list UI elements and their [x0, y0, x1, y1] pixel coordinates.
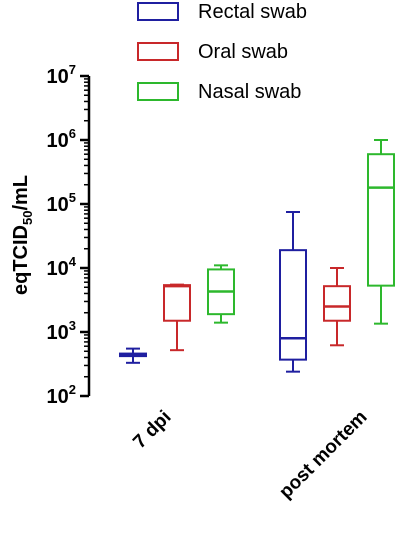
box-iqr: [163, 284, 191, 322]
rectal-swab-box: [279, 210, 307, 373]
legend-swatch: [137, 82, 179, 101]
legend-item: Rectal swab: [137, 1, 307, 23]
y-axis-label: eqTCID50/mL: [10, 175, 35, 295]
box-iqr: [367, 153, 395, 287]
legend-swatch: [137, 42, 179, 61]
box-iqr: [323, 285, 351, 322]
y-tick-label: 105: [47, 190, 76, 216]
oral-swab-box: [163, 283, 191, 352]
legend: Rectal swab Oral swab Nasal swab: [137, 1, 307, 103]
y-tick-label: 103: [47, 318, 76, 344]
legend-item: Nasal swab: [137, 81, 301, 103]
box-iqr: [279, 249, 307, 361]
nasal-swab-box: [207, 264, 235, 324]
x-category-label: post mortem: [275, 407, 371, 503]
x-axis: 7 dpi post mortem: [129, 407, 371, 503]
legend-item: Oral swab: [137, 41, 288, 63]
nasal-swab-box: [367, 139, 395, 325]
y-tick-label: 106: [47, 126, 76, 152]
legend-label: Oral swab: [198, 41, 288, 63]
y-axis-label-tail: /mL: [10, 175, 32, 211]
legend-swatch: [137, 2, 179, 21]
y-tick-label: 104: [47, 254, 77, 280]
legend-label: Rectal swab: [198, 1, 307, 23]
y-tick-label: 107: [47, 62, 76, 88]
y-axis-label-subscript: 50: [20, 211, 35, 225]
legend-label: Nasal swab: [198, 81, 301, 103]
rectal-swab-box: [119, 347, 147, 364]
y-axis-label-main: eqTCID: [10, 225, 32, 295]
x-category-label: 7 dpi: [129, 407, 175, 453]
y-axis: 102 103 104 105 106 107: [47, 62, 91, 408]
plot-area: [119, 139, 395, 373]
oral-swab-box: [323, 267, 351, 347]
y-tick-label: 102: [47, 382, 76, 408]
